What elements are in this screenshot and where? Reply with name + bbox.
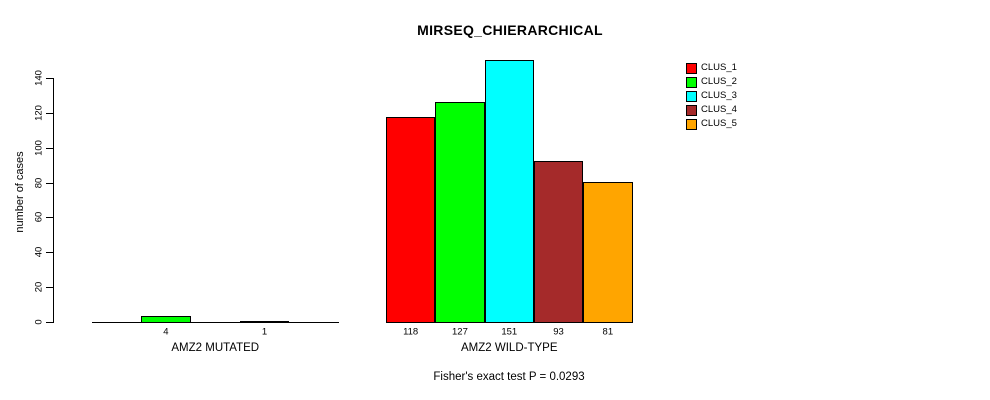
group-label: AMZ2 MUTATED xyxy=(171,342,260,354)
y-tick-label: 80 xyxy=(33,177,45,189)
y-tick-label: 60 xyxy=(33,211,45,223)
bar-value-label: 127 xyxy=(452,326,468,338)
bar-clus_3 xyxy=(485,60,534,323)
bar-clus_1 xyxy=(386,117,435,323)
bar-value-label: 118 xyxy=(403,326,419,338)
bar-value-label: 151 xyxy=(501,326,518,338)
legend-label: CLUS_3 xyxy=(701,90,737,101)
y-tick-mark xyxy=(46,183,53,184)
bar-value-label: 4 xyxy=(163,326,169,338)
bar-clus_4 xyxy=(534,161,583,323)
bar-clus_4 xyxy=(240,321,289,323)
y-tick-label: 140 xyxy=(33,70,45,86)
legend-swatch-clus_1 xyxy=(686,63,697,74)
legend-swatch-clus_5 xyxy=(686,119,697,130)
bar-value-label: 81 xyxy=(602,326,614,338)
legend-swatch-clus_2 xyxy=(686,77,697,88)
bar-clus_2 xyxy=(141,316,191,323)
legend-swatch-clus_4 xyxy=(686,105,697,116)
y-tick-mark xyxy=(46,252,53,253)
bar-value-label: 1 xyxy=(261,326,268,338)
legend-label: CLUS_1 xyxy=(701,62,737,73)
y-tick-mark xyxy=(46,287,53,288)
group-label: AMZ2 WILD-TYPE xyxy=(461,342,558,354)
y-tick-label: 100 xyxy=(33,140,45,156)
bar-value-label: 93 xyxy=(553,326,564,338)
y-tick-label: 40 xyxy=(33,246,45,258)
legend-swatch-clus_3 xyxy=(686,91,697,102)
legend-label: CLUS_5 xyxy=(701,118,737,129)
y-tick-mark xyxy=(46,217,53,218)
chart-title: MIRSEQ_CHIERARCHICAL xyxy=(417,22,603,38)
y-tick-mark xyxy=(46,322,53,323)
y-tick-label: 0 xyxy=(33,319,45,325)
y-tick-mark xyxy=(46,148,53,149)
bar-clus_5 xyxy=(583,182,633,323)
y-tick-label: 20 xyxy=(33,281,45,293)
y-axis-line xyxy=(53,78,54,323)
y-tick-mark xyxy=(46,78,53,79)
legend-label: CLUS_4 xyxy=(701,104,737,115)
annotation-pvalue: Fisher's exact test P = 0.0293 xyxy=(433,371,585,383)
group-baseline xyxy=(92,322,339,323)
bar-clus_2 xyxy=(435,102,485,323)
legend-label: CLUS_2 xyxy=(701,76,737,87)
y-tick-mark xyxy=(46,113,53,114)
y-axis-label: number of cases xyxy=(14,151,26,233)
y-tick-label: 120 xyxy=(33,105,45,121)
